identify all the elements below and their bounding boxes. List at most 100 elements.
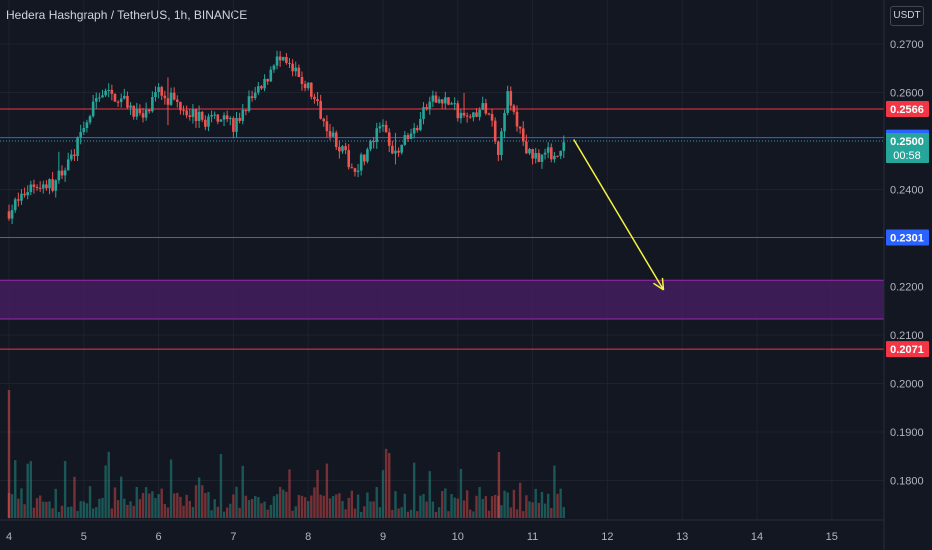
candle-body [356, 170, 360, 172]
price-tag: 0.2071 [890, 344, 924, 356]
candle-body [141, 113, 145, 118]
volume-bar [73, 476, 76, 518]
volume-bar [316, 469, 319, 518]
volume-bar [459, 468, 463, 518]
candle-body [506, 91, 509, 113]
volume-bar [372, 501, 375, 518]
volume-bar [431, 501, 435, 518]
candle-body [17, 199, 20, 201]
volume-bar [294, 506, 297, 518]
candle-body [387, 132, 391, 146]
candle-body [91, 101, 95, 117]
volume-bar [257, 497, 260, 518]
candle-body [378, 126, 382, 129]
volume-bar [319, 494, 322, 518]
volume-bar [500, 505, 503, 518]
candle-body [116, 101, 120, 103]
volume-bar [188, 500, 191, 518]
candle-body [63, 170, 67, 176]
candle-body [440, 99, 444, 104]
y-tick-label: 0.1900 [890, 427, 924, 439]
x-tick-label: 15 [826, 531, 838, 543]
volume-bar [384, 448, 388, 518]
currency-button[interactable]: USDT [890, 6, 924, 26]
candle-body [400, 144, 403, 153]
volume-bar [278, 486, 282, 518]
candle-body [528, 148, 531, 154]
price-tag-bg [886, 229, 929, 246]
candle-body [422, 107, 425, 120]
candle-body [200, 111, 204, 120]
volume-bar [157, 494, 160, 518]
candle-body [384, 124, 388, 133]
candle-body [228, 118, 232, 120]
candle-body [70, 154, 73, 160]
volume-bar [534, 488, 537, 518]
price-tag: 0.2301 [890, 233, 924, 245]
volume-bar [487, 510, 491, 518]
volume-bar [313, 487, 316, 518]
candle-body [344, 146, 347, 151]
volume-bar [497, 452, 501, 518]
candle-body [369, 140, 372, 150]
volume-bar [141, 493, 145, 518]
volume-bar [344, 509, 347, 518]
volume-bar [381, 470, 385, 518]
candle-body [459, 112, 463, 119]
volume-bar [244, 495, 248, 518]
y-tick-label: 0.2700 [890, 39, 924, 51]
volume-bar [241, 465, 244, 518]
candle-body [562, 142, 566, 151]
volume-bar [472, 511, 475, 518]
candle-body [493, 120, 497, 142]
candle-body [144, 109, 148, 118]
volume-bar [400, 507, 403, 518]
volume-bar [310, 495, 313, 518]
candle-body [222, 115, 226, 120]
candle-body [415, 128, 419, 131]
volume-bar [412, 462, 416, 518]
volume-bar [369, 501, 372, 518]
candle-body [126, 95, 129, 108]
candle-body [406, 135, 410, 139]
candle-body [185, 110, 188, 116]
supply-zone [0, 280, 884, 319]
volume-bar [359, 511, 363, 518]
volume-bar [307, 501, 310, 518]
candle-body [350, 167, 354, 169]
candle-body [553, 155, 556, 160]
candle-body [172, 92, 176, 100]
volume-bar [353, 508, 357, 518]
x-tick-label: 8 [305, 531, 311, 543]
volume-bar [347, 497, 350, 518]
candle-body [216, 114, 220, 122]
volume-bar [515, 509, 519, 518]
candle-body [478, 109, 481, 117]
candle-body [375, 128, 379, 143]
candle-body [512, 105, 516, 112]
candle-body [462, 112, 466, 116]
candle-body [313, 96, 316, 100]
x-tick-label: 11 [527, 531, 538, 543]
volume-bar [465, 490, 469, 518]
volume-bar [419, 495, 422, 518]
candle-body [285, 57, 288, 63]
candle-body [472, 112, 475, 118]
candle-body [135, 108, 139, 117]
x-tick-label: 7 [230, 531, 236, 543]
candle-body [338, 146, 341, 152]
volume-bar [512, 489, 516, 518]
candle-body [456, 103, 460, 119]
x-tick-label: 9 [380, 531, 386, 543]
candle-body [540, 154, 544, 162]
candle-body [372, 140, 375, 143]
candle-body [107, 89, 111, 91]
volume-bar [54, 488, 57, 518]
volume-bar [160, 488, 163, 518]
candle-body [250, 96, 254, 99]
y-tick-label: 0.2000 [890, 379, 924, 391]
volume-bar [107, 451, 110, 518]
candle-body [191, 109, 195, 117]
volume-bar [10, 494, 14, 518]
